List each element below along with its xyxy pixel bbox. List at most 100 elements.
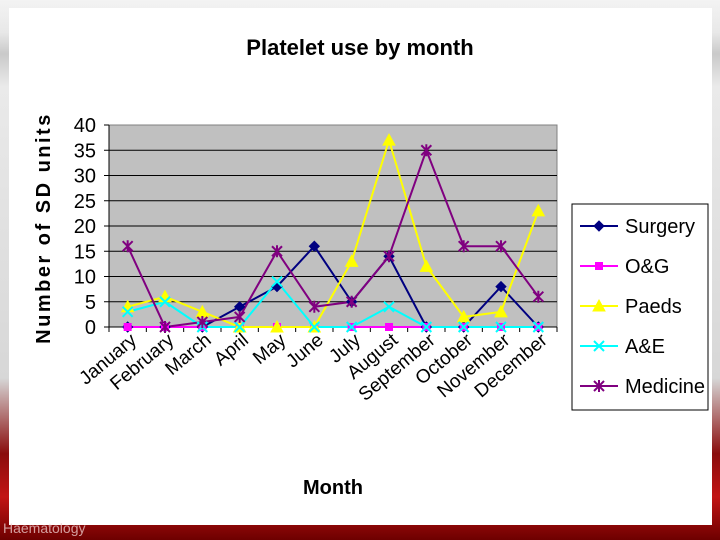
- data-point-a-e: [383, 301, 395, 313]
- marker-shape: [532, 321, 545, 333]
- marker-shape: [592, 298, 606, 312]
- data-point-surgery: [308, 240, 321, 252]
- marker-shape: [382, 133, 396, 146]
- y-tick-label: 25: [74, 191, 96, 213]
- x-axis-label: Month: [303, 477, 363, 499]
- marker-shape: [595, 262, 603, 270]
- marker-shape: [233, 321, 246, 333]
- marker-shape: [495, 240, 507, 253]
- data-point-paeds: [419, 259, 434, 272]
- legend-label: O&G: [625, 256, 669, 278]
- marker-shape: [383, 301, 395, 313]
- data-point-a-e: [420, 321, 433, 333]
- marker-shape: [271, 275, 283, 288]
- y-tick-label: 40: [74, 115, 96, 137]
- y-tick-label: 35: [74, 140, 96, 162]
- marker-shape: [457, 240, 470, 253]
- data-point-medicine: [345, 295, 358, 308]
- marker-shape: [344, 254, 359, 267]
- legend-entry-medicine: Medicine: [580, 376, 705, 398]
- legend-entry-a-e: A&E: [580, 336, 665, 358]
- legend-label: Paeds: [625, 296, 682, 318]
- marker-shape: [345, 295, 358, 308]
- y-tick-label: 20: [74, 216, 96, 238]
- marker-shape: [270, 319, 284, 333]
- gridlines: [109, 149, 557, 303]
- marker-shape: [121, 306, 134, 318]
- series-line-medicine: [126, 147, 540, 329]
- data-point-o-g: [123, 323, 132, 331]
- data-point-o-g: [385, 323, 393, 331]
- legend-label: Medicine: [625, 376, 705, 398]
- chart-title: Platelet use by month: [246, 35, 473, 60]
- x-tick-label: April: [210, 330, 253, 371]
- marker-shape: [121, 240, 134, 253]
- data-point-medicine: [121, 240, 134, 253]
- y-tick-label: 30: [74, 166, 96, 188]
- legend-entry-paeds: Paeds: [580, 296, 682, 318]
- marker-shape: [532, 290, 545, 303]
- data-point-a-e: [159, 296, 171, 308]
- marker-shape: [308, 321, 321, 333]
- legend-marker: [592, 298, 606, 312]
- marker-shape: [383, 250, 395, 263]
- data-point-medicine: [457, 240, 470, 253]
- data-point-a-e: [308, 321, 321, 333]
- marker-shape: [345, 321, 358, 333]
- data-point-a-e: [495, 321, 507, 333]
- series-layer: [120, 133, 546, 333]
- x-tick-label: May: [249, 329, 290, 368]
- data-point-medicine: [383, 250, 395, 263]
- data-point-surgery: [495, 280, 507, 293]
- legend: Surgery O&G Paeds A&E Medicine: [571, 203, 709, 411]
- data-point-paeds: [531, 203, 546, 217]
- data-point-a-e: [457, 321, 470, 333]
- y-tick-label: 0: [85, 317, 96, 339]
- marker-shape: [593, 380, 605, 392]
- legend-marker: [593, 220, 605, 232]
- legend-marker: [593, 380, 605, 392]
- y-tick-label: 5: [85, 292, 96, 314]
- data-point-a-e: [345, 321, 358, 333]
- legend-marker: [595, 262, 603, 270]
- data-point-a-e: [233, 321, 246, 333]
- marker-shape: [495, 321, 507, 333]
- marker-shape: [196, 315, 209, 328]
- data-point-medicine: [271, 245, 283, 258]
- data-point-medicine: [495, 240, 507, 253]
- axes: 0 5 10 15 20 25 30 35 40: [74, 115, 558, 339]
- marker-shape: [159, 296, 171, 308]
- data-point-paeds: [494, 304, 508, 318]
- data-point-medicine: [420, 144, 433, 157]
- data-point-medicine: [532, 290, 545, 303]
- data-point-paeds: [270, 319, 284, 333]
- marker-shape: [233, 310, 246, 323]
- marker-shape: [420, 144, 433, 157]
- data-point-paeds: [382, 133, 396, 146]
- legend-entries: Surgery O&G Paeds A&E Medicine: [580, 216, 705, 398]
- marker-shape: [495, 280, 507, 293]
- y-axis-label: Number of SD units: [33, 112, 55, 344]
- y-tick-label: 15: [74, 241, 96, 263]
- data-point-a-e: [271, 275, 283, 288]
- data-point-a-e: [121, 306, 134, 318]
- marker-shape: [456, 309, 471, 323]
- marker-shape: [494, 304, 508, 318]
- legend-label: A&E: [625, 336, 665, 358]
- marker-shape: [420, 321, 433, 333]
- marker-shape: [308, 240, 321, 252]
- series-line-paeds: [127, 136, 540, 328]
- marker-shape: [308, 300, 321, 313]
- legend-label: Surgery: [625, 216, 695, 238]
- legend-entry-o-g: O&G: [580, 256, 669, 278]
- data-point-a-e: [532, 321, 545, 333]
- marker-shape: [593, 220, 605, 232]
- y-tick-label: 10: [74, 267, 96, 289]
- marker-shape: [385, 323, 393, 331]
- data-point-medicine: [233, 310, 246, 323]
- data-point-paeds: [456, 309, 471, 323]
- marker-shape: [271, 245, 283, 258]
- x-tick-labels: JanuaryFebruaryMarchAprilMayJuneJulyAugu…: [76, 329, 552, 405]
- data-point-medicine: [308, 300, 321, 313]
